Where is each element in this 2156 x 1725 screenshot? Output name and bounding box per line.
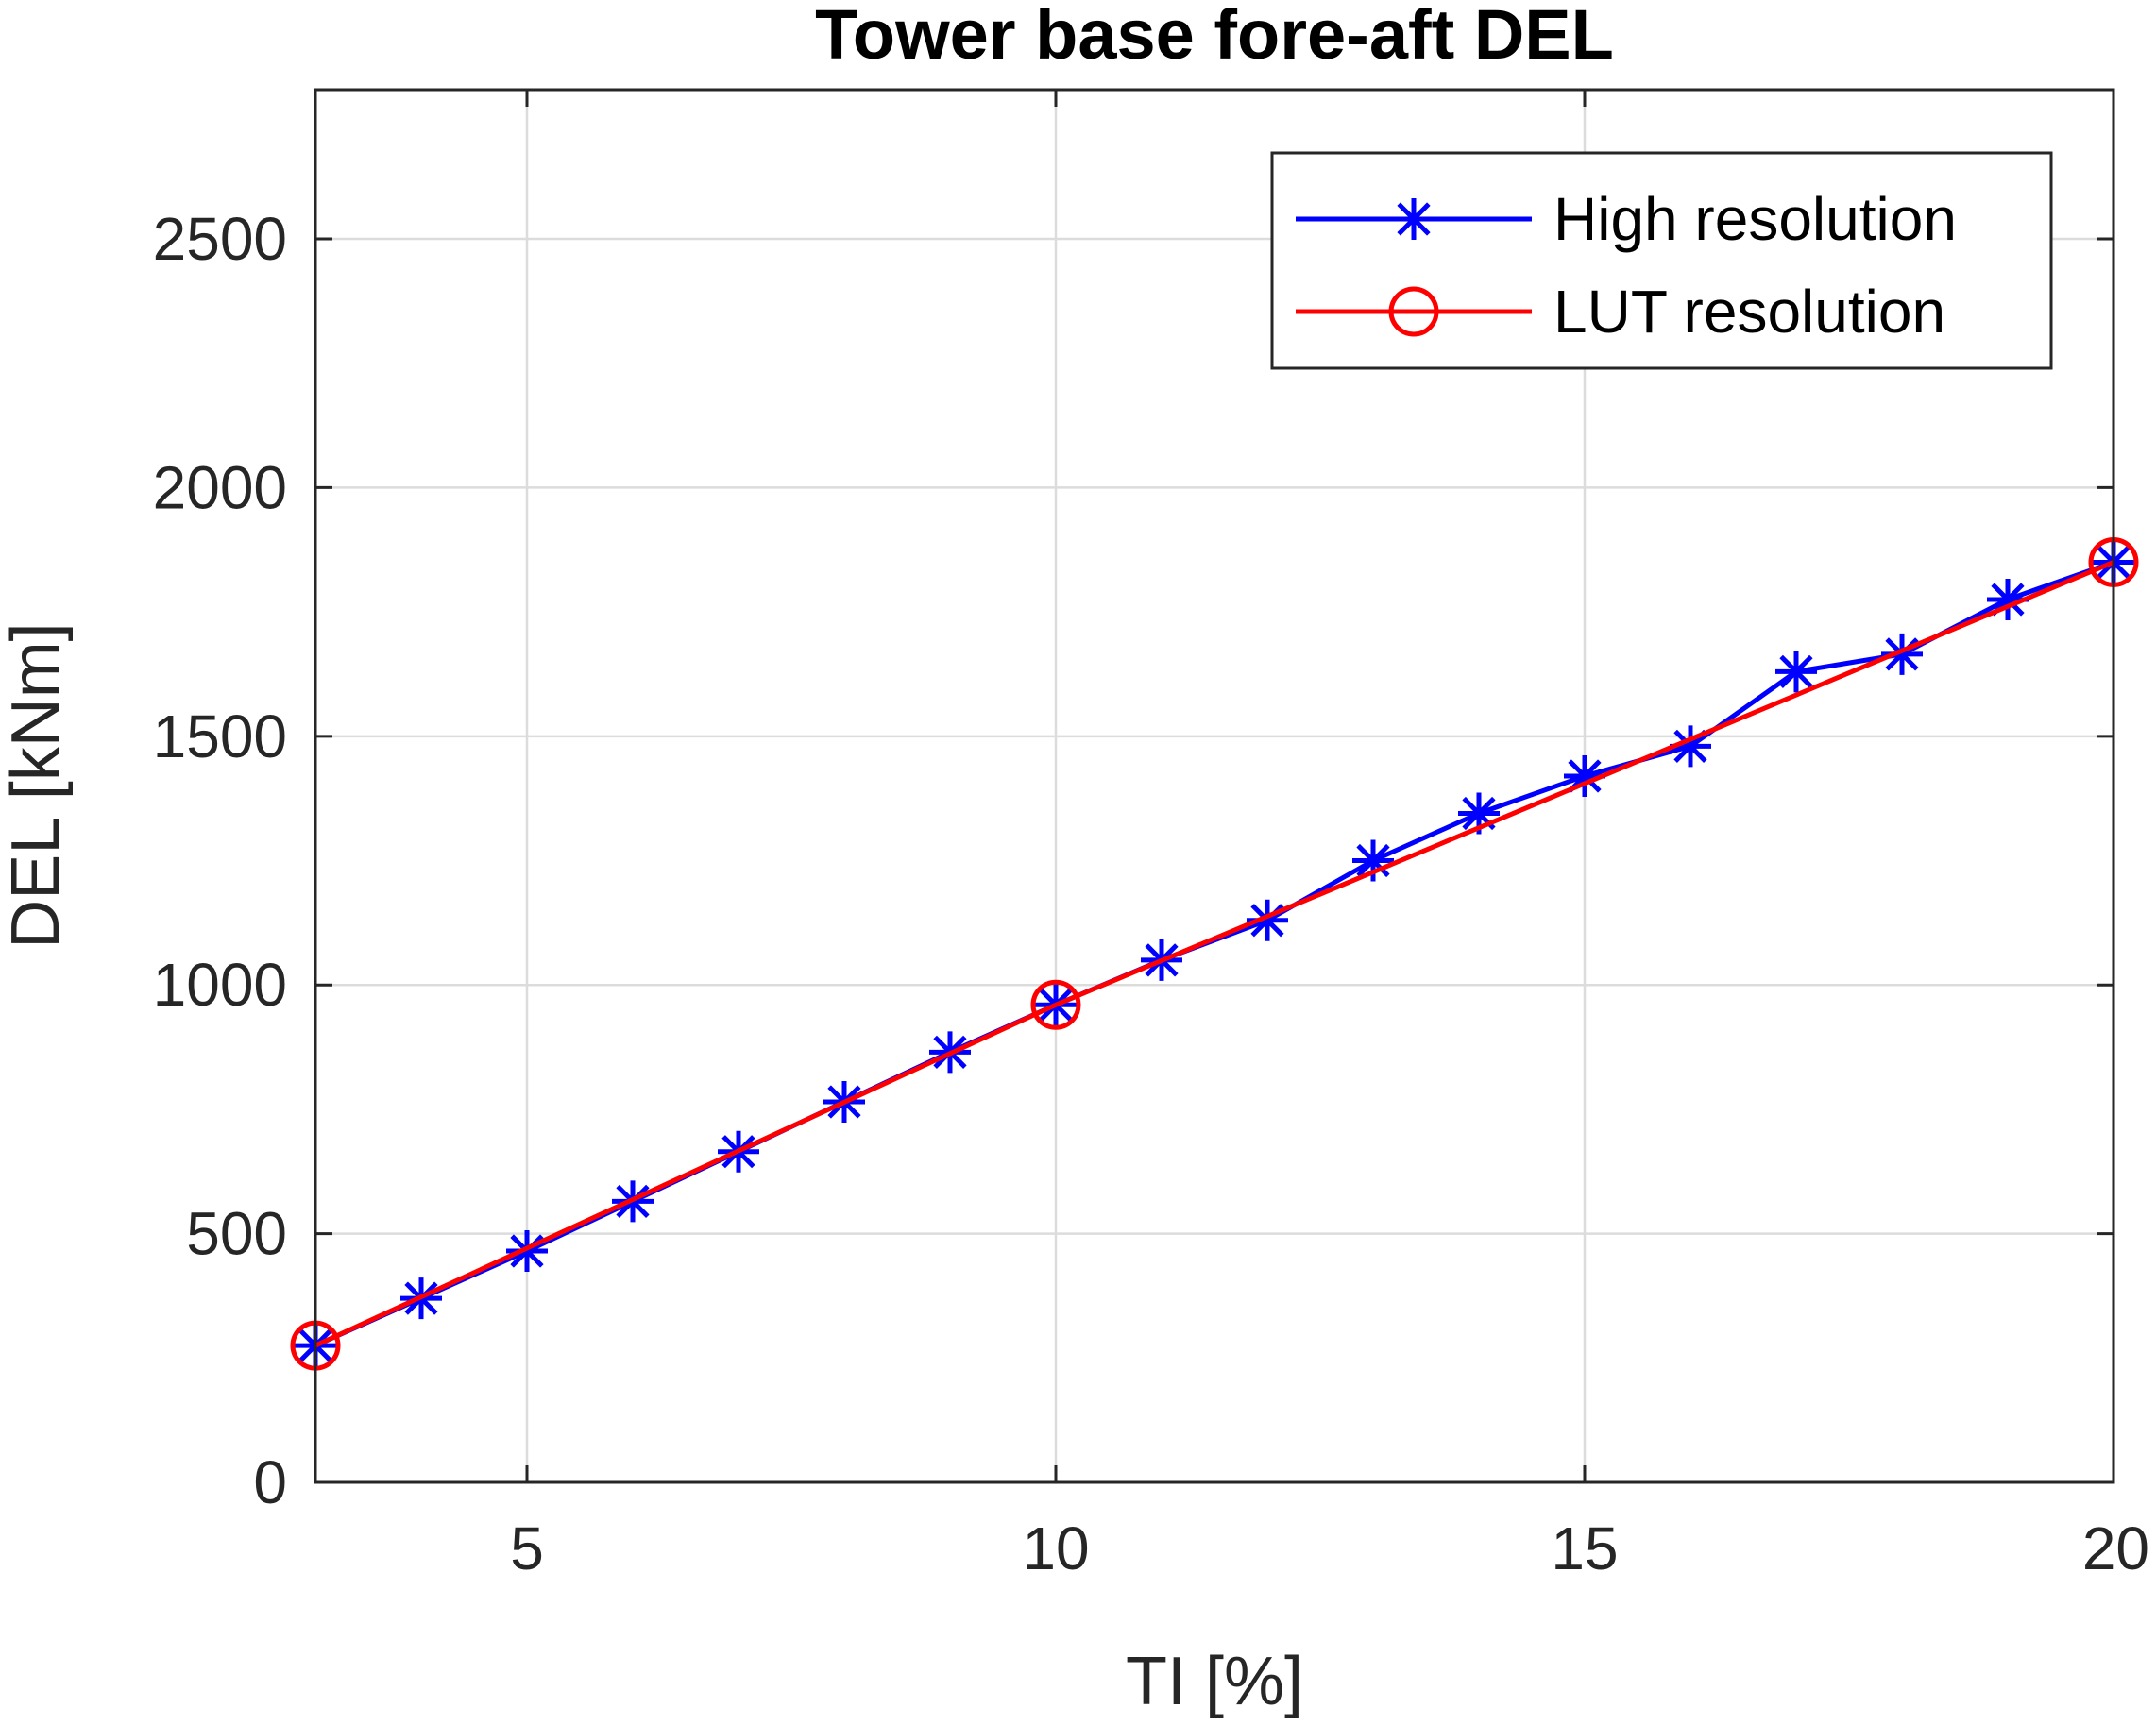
- legend-label: LUT resolution: [1553, 278, 1945, 346]
- x-tick-label: 5: [510, 1514, 544, 1582]
- chart-title: Tower base fore-aft DEL: [815, 0, 1614, 74]
- x-axis-label: TI [%]: [1126, 1644, 1303, 1719]
- legend-label: High resolution: [1553, 185, 1957, 253]
- x-tick-label: 10: [1022, 1514, 1089, 1582]
- data-point-asterisk: [1352, 839, 1394, 882]
- y-tick-label: 1000: [153, 951, 287, 1019]
- marker-stroke: [1462, 796, 1496, 831]
- ticks: 5 10 15 20 0 500 1000 1500 2000 2500: [153, 90, 2149, 1582]
- x-tick-label: 20: [2082, 1514, 2149, 1582]
- series-layer: [290, 536, 2139, 1371]
- legend-marker-asterisk: [1393, 198, 1435, 240]
- data-point-asterisk: [1775, 651, 1817, 693]
- legend-entry: LUT resolution: [1296, 278, 1945, 346]
- marker-stroke: [1779, 654, 1813, 688]
- legend-entry: High resolution: [1296, 185, 1957, 253]
- data-point-asterisk: [1881, 633, 1923, 675]
- series-line: [314, 560, 2114, 1348]
- legend-marker-circle: [1388, 286, 1439, 337]
- data-point-asterisk: [506, 1230, 548, 1273]
- y-tick-label: 2000: [153, 453, 287, 521]
- plot-frame: [314, 88, 2115, 1484]
- y-axis-label: DEL [kNm]: [0, 622, 74, 948]
- y-tick-label: 2500: [153, 205, 287, 273]
- marker-stroke: [1397, 202, 1431, 236]
- marker-stroke: [1356, 843, 1390, 878]
- y-tick-label: 1500: [153, 702, 287, 770]
- legend: High resolution LUT resolution: [1270, 151, 2053, 370]
- x-tick-label: 15: [1551, 1514, 1618, 1582]
- y-tick-label: 0: [253, 1448, 287, 1516]
- data-point-circle: [1030, 979, 1081, 1030]
- y-tick-label: 500: [186, 1200, 287, 1268]
